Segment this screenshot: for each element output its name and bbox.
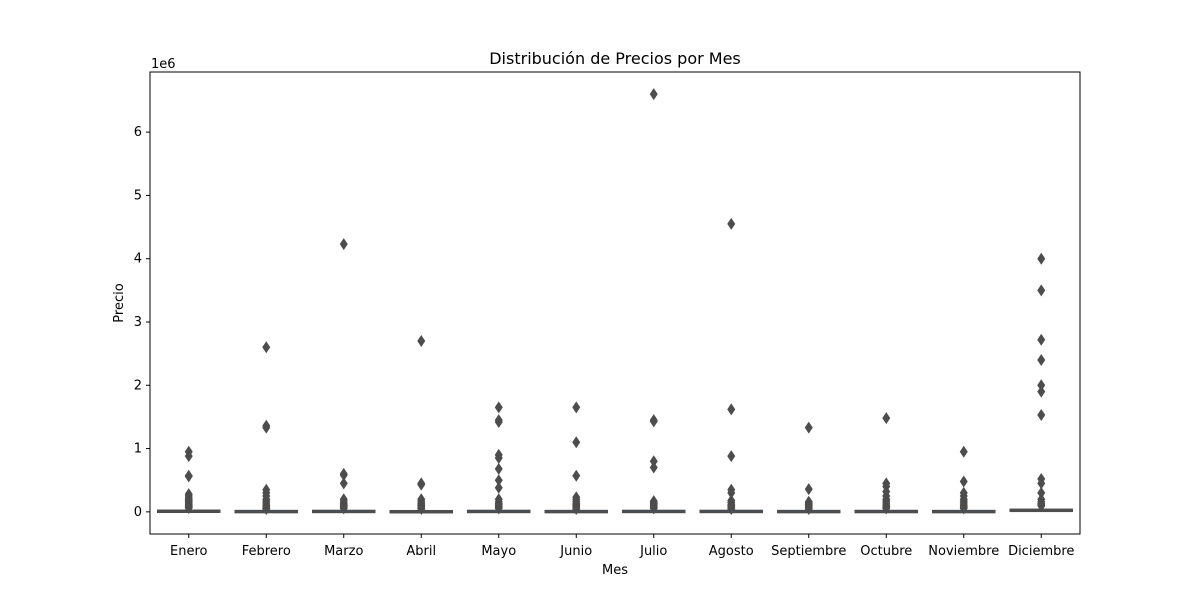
y-tick-label: 2 xyxy=(134,378,142,393)
outlier-point xyxy=(1037,379,1046,392)
outlier-point xyxy=(572,436,581,449)
box-group-mayo xyxy=(467,401,531,515)
box-group-enero xyxy=(157,445,221,515)
box-group-diciembre xyxy=(1009,252,1073,513)
outlier-point xyxy=(494,462,503,475)
outlier-point xyxy=(649,502,658,515)
outlier-point xyxy=(417,478,426,491)
outlier-point xyxy=(727,486,736,499)
box-group-febrero xyxy=(234,341,298,516)
outlier-point xyxy=(339,502,348,515)
x-tick-label: Julio xyxy=(639,544,667,559)
outlier-point xyxy=(727,217,736,230)
x-tick-label: Abril xyxy=(406,544,436,559)
outlier-point xyxy=(1037,333,1046,346)
y-tick-label: 3 xyxy=(134,315,142,330)
outlier-point xyxy=(339,238,348,251)
outlier-point xyxy=(804,483,813,496)
outlier-point xyxy=(494,452,503,465)
outlier-point xyxy=(494,474,503,487)
y-tick-label: 4 xyxy=(134,252,142,267)
y-tick-label: 0 xyxy=(134,505,142,520)
outlier-point xyxy=(727,450,736,463)
outlier-point xyxy=(649,455,658,468)
x-tick-label: Diciembre xyxy=(1008,544,1074,559)
x-axis-title: Mes xyxy=(602,563,628,578)
x-tick-label: Marzo xyxy=(324,544,363,559)
y-axis: 0 1 2 3 4 5 6 xyxy=(134,125,150,520)
box-group-octubre xyxy=(854,412,918,515)
x-tick-label: Octubre xyxy=(860,544,912,559)
outlier-point xyxy=(882,412,891,425)
x-axis: Enero Febrero Marzo Abril Mayo Junio Julio Agos… xyxy=(170,534,1074,559)
outlier-point xyxy=(494,502,503,515)
box-group-septiembre xyxy=(777,421,841,516)
outlier-point xyxy=(262,341,271,354)
chart-title: Distribución de Precios por Mes xyxy=(489,49,741,68)
outlier-point xyxy=(1037,353,1046,366)
y-tick-label: 5 xyxy=(134,188,142,203)
y-axis-title: Precio xyxy=(112,283,127,322)
x-tick-label: Mayo xyxy=(481,544,516,559)
box-group-marzo xyxy=(312,238,376,515)
x-tick-label: Noviembre xyxy=(928,544,999,559)
box-group-abril xyxy=(389,334,453,516)
outlier-point xyxy=(572,503,581,516)
outlier-point xyxy=(494,401,503,414)
y-tick-label: 1 xyxy=(134,442,142,457)
outlier-point xyxy=(494,415,503,428)
outlier-point xyxy=(649,415,658,428)
x-tick-label: Septiembre xyxy=(771,544,846,559)
x-tick-label: Junio xyxy=(559,544,592,559)
box-group-noviembre xyxy=(932,445,996,515)
outlier-point xyxy=(959,445,968,458)
outlier-point xyxy=(184,502,193,515)
plot-frame xyxy=(149,71,1081,535)
outlier-point xyxy=(339,477,348,490)
outlier-point xyxy=(727,503,736,516)
x-tick-label: Febrero xyxy=(242,544,291,559)
box-group-julio xyxy=(622,88,686,515)
outlier-point xyxy=(417,503,426,516)
outlier-point xyxy=(572,401,581,414)
plot-content xyxy=(157,88,1073,516)
x-tick-label: Enero xyxy=(170,544,208,559)
outlier-point xyxy=(339,469,348,482)
outlier-point xyxy=(1037,486,1046,499)
box-group-junio xyxy=(544,401,608,516)
outlier-point xyxy=(649,88,658,101)
outlier-point xyxy=(572,469,581,482)
outlier-point xyxy=(1037,499,1046,512)
outlier-point xyxy=(184,470,193,483)
outlier-point xyxy=(1037,477,1046,490)
outlier-point xyxy=(804,503,813,516)
outlier-point xyxy=(262,421,271,434)
outlier-point xyxy=(1037,385,1046,398)
outlier-point xyxy=(1037,284,1046,297)
outlier-point xyxy=(262,503,271,516)
box-group-agosto xyxy=(699,217,763,516)
y-offset-label: 1e6 xyxy=(151,57,176,72)
outlier-point xyxy=(882,502,891,515)
outlier-point xyxy=(417,334,426,347)
outlier-point xyxy=(1037,252,1046,265)
outlier-point xyxy=(959,502,968,515)
x-tick-label: Agosto xyxy=(709,544,754,559)
outlier-point xyxy=(649,461,658,474)
outlier-point xyxy=(494,481,503,494)
outlier-point xyxy=(804,421,813,434)
outlier-point xyxy=(1037,409,1046,422)
outlier-point xyxy=(959,475,968,488)
outlier-point xyxy=(184,450,193,463)
outlier-point xyxy=(727,403,736,416)
y-tick-label: 6 xyxy=(134,125,142,140)
